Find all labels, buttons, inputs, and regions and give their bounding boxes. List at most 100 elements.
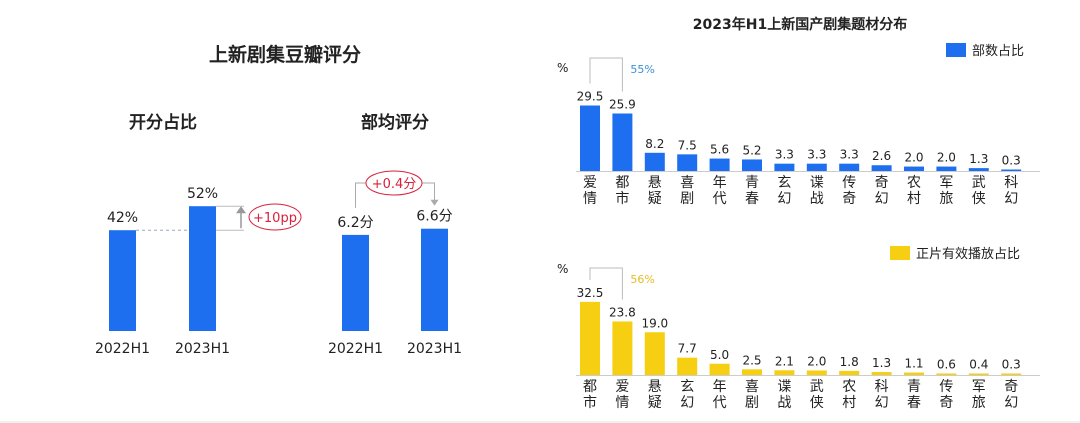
bar-value-label: 3.3 (807, 148, 826, 162)
bar-2022H1 (109, 230, 136, 331)
bar-年代 (709, 363, 730, 375)
average-score-title: 部均评分 (361, 113, 429, 133)
x-tick-label: 2022H1 (95, 341, 150, 357)
bar-value-label: 3.3 (840, 148, 859, 162)
x-tick-label: 军 (972, 379, 986, 395)
increase-arrow-head (236, 206, 246, 214)
x-tick-label: 悬 (648, 175, 662, 191)
bar-value-label: 29.5 (577, 90, 604, 104)
bar-2023H1 (189, 206, 216, 331)
bar-value-label: 0.4 (969, 358, 988, 372)
x-tick-label: 幻 (680, 395, 694, 411)
x-tick-label: 春 (745, 191, 759, 207)
bar-value-label: 6.6分 (416, 209, 452, 225)
bar-value-label: 23.8 (609, 305, 636, 319)
bar-value-label: 5.2 (742, 143, 761, 157)
legend-swatch-blue (946, 42, 966, 57)
legend-label-play-share: 正片有效播放占比 (916, 247, 1021, 262)
bar-奇幻 (871, 165, 892, 171)
bar-value-label: 32.5 (577, 286, 604, 300)
bar-悬疑 (644, 332, 665, 375)
x-tick-label: 悬 (648, 379, 662, 395)
x-tick-label: 旅 (972, 395, 986, 411)
bar-都市 (612, 113, 633, 171)
legend-play-share: 正片有效播放占比 (890, 243, 1020, 262)
x-tick-label: 幻 (777, 191, 791, 207)
bar-value-label: 2.0 (937, 151, 956, 165)
x-tick-label: 农 (907, 175, 921, 191)
x-tick-label: 2022H1 (328, 341, 383, 357)
x-tick-label: 村 (842, 395, 856, 411)
bar-value-label: 1.8 (840, 355, 859, 369)
bracket-annotation: 55% (630, 63, 654, 76)
bar-2022H1 (342, 234, 369, 331)
bar-value-label: 25.9 (609, 98, 636, 112)
bar-喜剧 (677, 154, 698, 171)
bar-科幻 (1001, 169, 1022, 171)
bar-value-label: 0.3 (1002, 154, 1021, 168)
x-tick-label: 疑 (648, 395, 662, 411)
bar-value-label: 2.0 (807, 355, 826, 369)
x-tick-label: 代 (713, 191, 727, 207)
x-tick-label: 科 (1004, 175, 1018, 191)
bar-武侠 (806, 370, 827, 375)
x-tick-label: 幻 (875, 191, 889, 207)
x-tick-label: 军 (939, 175, 953, 191)
annotation-bubble (365, 170, 423, 196)
bar-奇幻 (1001, 373, 1022, 375)
bar-谍战 (806, 163, 827, 171)
x-tick-label: 武 (810, 379, 824, 395)
connector-arrow-head (430, 199, 439, 206)
x-tick-label: 农 (842, 379, 856, 395)
bar-value-label: 6.2分 (337, 215, 373, 231)
bar-科幻 (871, 372, 892, 375)
legend-swatch-yellow (890, 245, 910, 260)
legend-episode-share: 部数占比 (946, 40, 1024, 59)
bar-农村 (839, 370, 860, 375)
bar-爱情 (612, 321, 633, 375)
x-tick-label: 都 (615, 175, 629, 191)
bar-悬疑 (644, 152, 665, 171)
bar-value-label: 1.3 (969, 152, 988, 166)
bar-value-label: 5.0 (710, 348, 729, 362)
x-tick-label: 青 (907, 379, 921, 395)
x-tick-label: 2023H1 (407, 341, 462, 357)
x-tick-label: 玄 (680, 378, 694, 395)
x-tick-label: 奇 (875, 174, 889, 191)
bar-value-label: 7.5 (678, 138, 697, 152)
x-tick-label: 爱 (615, 379, 629, 395)
bar-value-label: 3.3 (775, 148, 794, 162)
x-tick-label: 代 (713, 395, 727, 411)
y-unit-label: % (557, 262, 568, 276)
x-tick-label: 传 (842, 175, 856, 191)
annotation-text: +10pp (253, 211, 297, 226)
x-tick-label: 奇 (939, 394, 953, 411)
x-tick-label: 青 (745, 175, 759, 191)
bar-传奇 (839, 163, 860, 171)
x-tick-label: 幻 (1004, 191, 1018, 207)
bar-value-label: 0.6 (937, 358, 956, 372)
x-tick-label: 年 (713, 175, 727, 191)
x-tick-label: 市 (615, 190, 629, 207)
x-tick-label: 侠 (972, 191, 986, 207)
bar-value-label: 2.5 (742, 353, 761, 367)
bar-value-label: 2.1 (775, 354, 794, 368)
bar-军旅 (936, 166, 957, 171)
bracket-line (589, 57, 623, 92)
bottom-divider (0, 421, 1080, 423)
bar-都市 (580, 301, 600, 375)
bar-value-label: 52% (187, 186, 218, 202)
x-tick-label: 谍 (777, 379, 791, 395)
bar-玄幻 (774, 163, 795, 171)
x-tick-label: 情 (615, 395, 629, 411)
x-tick-label: 春 (907, 395, 921, 411)
bar-value-label: 7.7 (678, 342, 697, 356)
x-tick-label: 市 (583, 394, 597, 411)
x-tick-label: 武 (972, 175, 986, 191)
bar-传奇 (936, 373, 957, 375)
x-tick-label: 谍 (810, 175, 824, 191)
genre-distribution-title: 2023年H1上新国产剧集题材分布 (692, 17, 908, 33)
x-tick-label: 疑 (648, 191, 662, 207)
